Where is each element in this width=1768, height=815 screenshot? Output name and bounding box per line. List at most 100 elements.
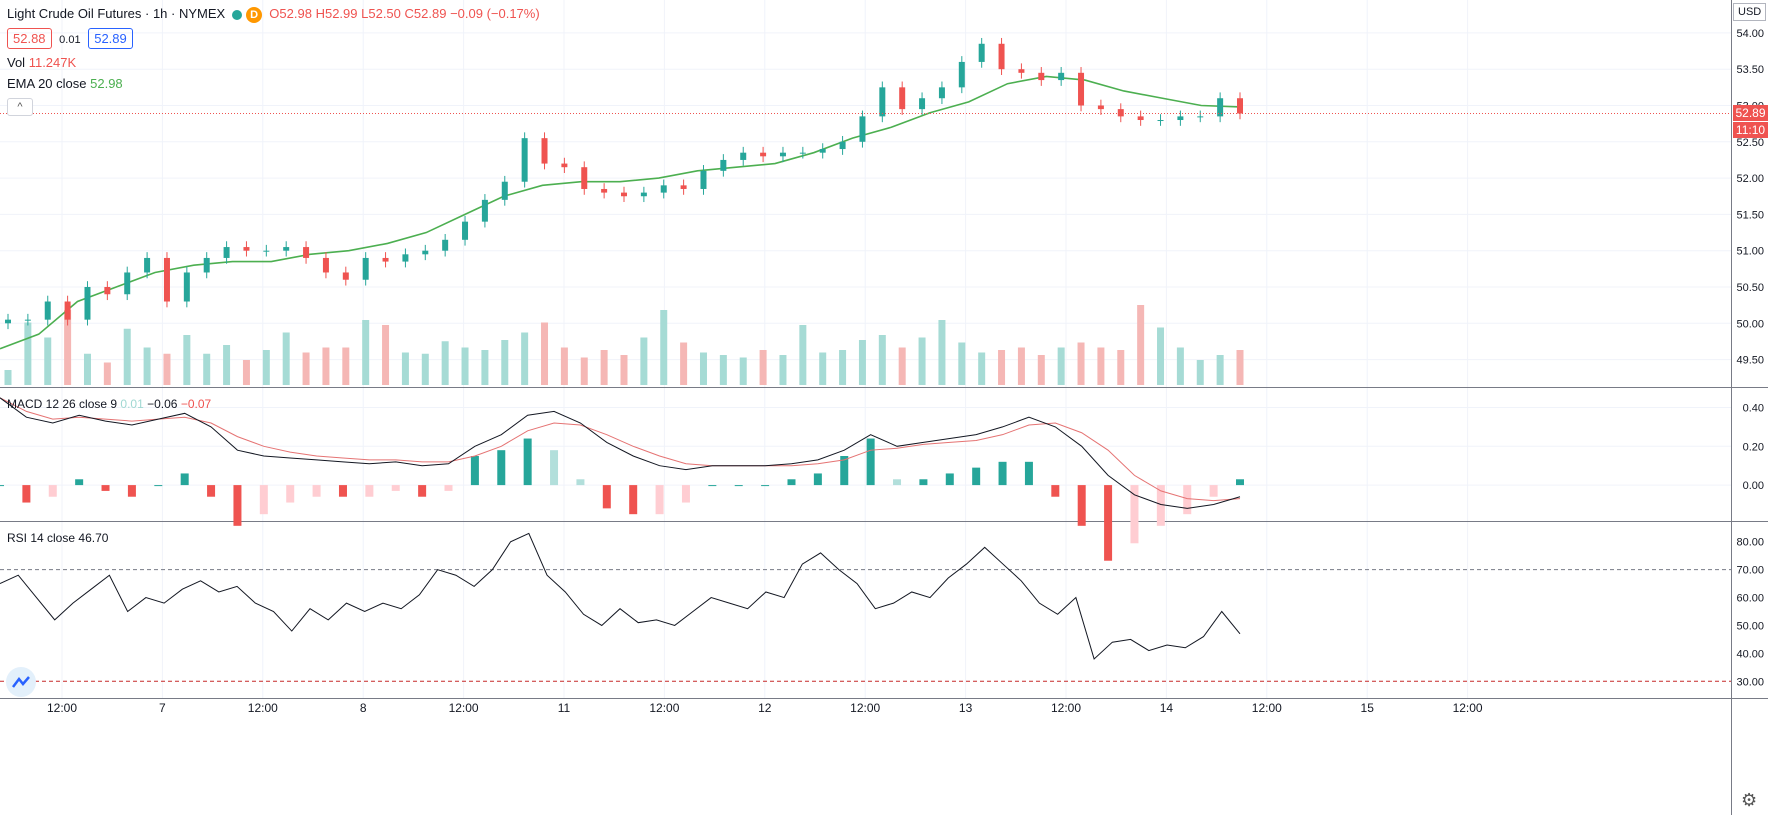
macd-histogram-bar bbox=[787, 479, 796, 486]
volume-bar bbox=[680, 342, 688, 385]
macd-histogram-bar bbox=[418, 485, 427, 497]
macd-histogram-bar bbox=[576, 479, 585, 486]
candle-body bbox=[1097, 105, 1104, 110]
macd-histogram-bar bbox=[1104, 485, 1113, 561]
candle-body bbox=[1177, 116, 1184, 121]
volume-bar bbox=[64, 310, 72, 385]
candle-body bbox=[84, 286, 91, 320]
rsi-tick-label: 50.00 bbox=[1736, 620, 1764, 632]
candle-body bbox=[720, 159, 727, 171]
time-tick-label: 15 bbox=[1361, 701, 1375, 715]
macd-histogram-bar bbox=[708, 485, 717, 487]
volume-bar bbox=[1017, 347, 1025, 385]
volume-bar bbox=[421, 353, 429, 385]
macd-histogram-bar bbox=[365, 485, 374, 497]
open-value: O52.98 bbox=[269, 6, 312, 21]
candle-body bbox=[402, 254, 409, 262]
volume-bar bbox=[24, 322, 32, 385]
volume-bar bbox=[898, 347, 906, 385]
volume-bar bbox=[799, 325, 807, 385]
volume-bar bbox=[858, 340, 866, 385]
candle-body bbox=[422, 250, 429, 255]
volume-bar bbox=[362, 320, 370, 385]
macd-histogram-bar bbox=[312, 485, 321, 497]
rsi-label: RSI 14 close bbox=[7, 531, 76, 545]
volume-bar bbox=[83, 353, 91, 385]
candle-body bbox=[1117, 109, 1124, 117]
candle-body bbox=[839, 141, 846, 150]
macd-histogram-bar bbox=[893, 479, 902, 486]
candle-body bbox=[124, 272, 131, 295]
volume-bar bbox=[998, 350, 1006, 385]
rsi-legend: RSI 14 close 46.70 bbox=[7, 531, 108, 545]
rsi-tick-label: 80.00 bbox=[1736, 537, 1764, 549]
macd-histogram-bar bbox=[813, 473, 822, 486]
volume-bar bbox=[282, 332, 290, 385]
candle-body bbox=[44, 301, 51, 320]
macd-histogram-bar bbox=[734, 485, 743, 487]
candle-body bbox=[581, 167, 588, 189]
macd-histogram-bar bbox=[681, 485, 690, 503]
volume-label: Vol bbox=[7, 55, 26, 70]
rsi-tick-label: 40.00 bbox=[1736, 648, 1764, 660]
symbol-legend: Light Crude Oil Futures · 1h · NYMEX D O… bbox=[7, 6, 540, 23]
currency-label[interactable]: USD bbox=[1733, 3, 1767, 21]
volume-bar bbox=[938, 320, 946, 385]
volume-bar bbox=[978, 352, 986, 385]
candle-body bbox=[919, 98, 926, 110]
candle-body bbox=[621, 192, 627, 197]
macd-histogram-bar bbox=[497, 450, 506, 486]
ask-button[interactable]: 52.89 bbox=[88, 28, 133, 49]
time-tick-label: 8 bbox=[360, 701, 367, 715]
ema-line bbox=[0, 75, 1241, 350]
candle-body bbox=[283, 247, 290, 251]
settings-gear-icon[interactable]: ⚙ bbox=[1741, 790, 1758, 810]
candle-body bbox=[442, 239, 449, 251]
price-tick-label: 50.50 bbox=[1736, 282, 1764, 294]
volume-bar bbox=[143, 347, 151, 385]
macd-histogram-bar bbox=[48, 485, 57, 497]
candle-body bbox=[163, 257, 170, 302]
collapse-legend-button[interactable]: ^ bbox=[7, 98, 33, 116]
volume-bar bbox=[699, 352, 707, 385]
bid-button[interactable]: 52.88 bbox=[7, 28, 52, 49]
high-value: H52.99 bbox=[315, 6, 358, 21]
volume-bar bbox=[1077, 342, 1085, 385]
candle-body bbox=[183, 272, 190, 302]
countdown-tag: 11:10 bbox=[1733, 122, 1768, 138]
time-tick-label: 12 bbox=[758, 701, 772, 715]
volume-bar bbox=[4, 370, 12, 385]
volume-bar bbox=[719, 355, 727, 385]
candle-body bbox=[1058, 72, 1065, 81]
macd-signal-line bbox=[0, 397, 1241, 502]
candle-body bbox=[779, 152, 786, 157]
volume-bar bbox=[819, 352, 827, 385]
candle-body bbox=[303, 247, 310, 258]
time-tick-label: 13 bbox=[959, 701, 973, 715]
volume-bar bbox=[660, 310, 668, 385]
volume-bar bbox=[401, 352, 409, 385]
volume-bar bbox=[1137, 305, 1145, 385]
volume-bar bbox=[242, 360, 250, 385]
volume-bar bbox=[203, 353, 211, 385]
macd-histogram-bar bbox=[550, 450, 559, 486]
volume-bar bbox=[580, 357, 588, 385]
tradingview-logo-icon[interactable] bbox=[6, 667, 36, 697]
candle-body bbox=[601, 188, 608, 193]
volume-bar bbox=[1037, 355, 1045, 385]
ema-legend: EMA 20 close 52.98 bbox=[7, 76, 123, 91]
time-tick-label: 12:00 bbox=[1252, 701, 1282, 715]
macd-histogram-bar bbox=[761, 485, 770, 487]
volume-bar bbox=[1117, 350, 1125, 385]
candle-body bbox=[1137, 116, 1144, 121]
price-tick-label: 50.00 bbox=[1736, 318, 1764, 330]
candle-body bbox=[342, 272, 349, 280]
rsi-tick-label: 30.00 bbox=[1736, 676, 1764, 688]
volume-legend: Vol 11.247K bbox=[7, 55, 76, 70]
candle-body bbox=[223, 247, 230, 258]
change-value: −0.09 (−0.17%) bbox=[450, 6, 540, 21]
candle-body bbox=[879, 87, 886, 117]
macd-histogram-bar bbox=[1077, 485, 1086, 526]
candle-body bbox=[203, 257, 210, 273]
